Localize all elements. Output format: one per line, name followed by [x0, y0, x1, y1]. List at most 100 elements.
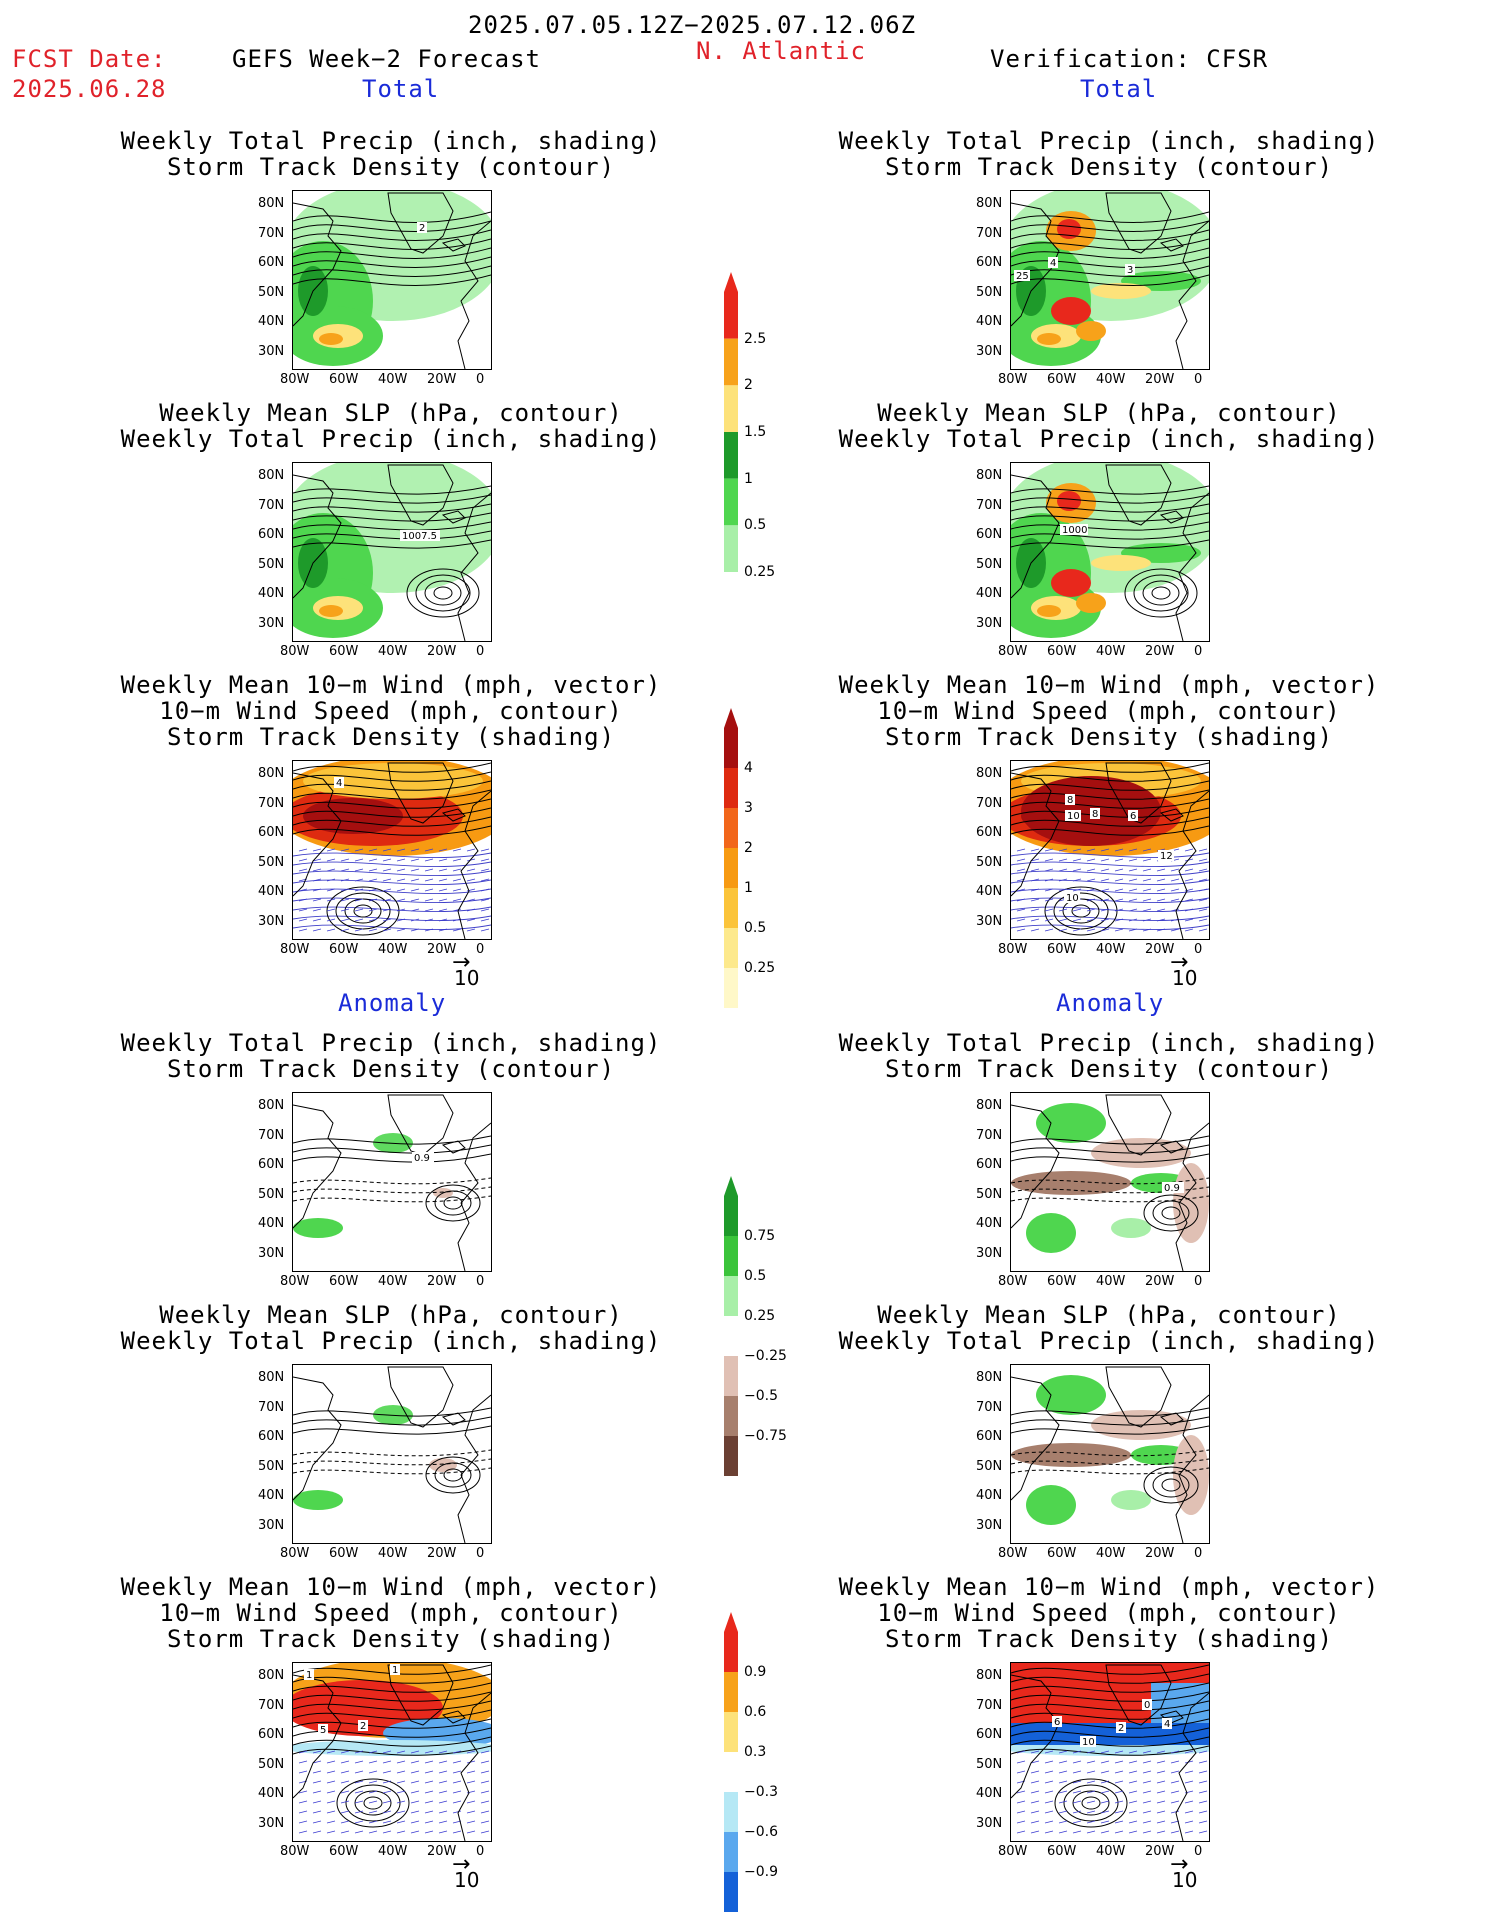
lon-tick-label: 60W — [329, 1844, 359, 1859]
map-plot: 0.9 — [293, 1094, 491, 1271]
lat-tick-label: 80N — [976, 1370, 1003, 1385]
map-plot: 3 4 25 — [1011, 191, 1209, 369]
map-panel: 6 10 2 0 4 — [1010, 1662, 1210, 1842]
lat-tick-label: 60N — [976, 255, 1003, 270]
contour-label: 8 — [1092, 809, 1098, 820]
lat-tick-label: 40N — [258, 314, 285, 329]
map-panel — [292, 1364, 492, 1544]
colorbar-label: −0.9 — [744, 1864, 778, 1880]
contour-label-bg — [1052, 1716, 1062, 1727]
lon-tick-label: 60W — [1047, 942, 1077, 957]
lon-tick-label: 0 — [476, 644, 485, 659]
map-panel — [1010, 1364, 1210, 1544]
colorbar-label: 1 — [744, 470, 753, 487]
lat-tick-label: 70N — [258, 1697, 285, 1713]
lon-tick-label: 80W — [998, 1274, 1028, 1289]
colorbar-label: 3 — [744, 800, 753, 816]
colorbar-segment — [724, 888, 738, 928]
lon-tick-label: 0 — [1194, 372, 1203, 387]
lon-tick-label: 20W — [1145, 644, 1175, 659]
colorbar-segment — [724, 478, 738, 526]
lat-tick-label: 80N — [976, 1098, 1003, 1113]
contour-label-bg — [1065, 794, 1075, 805]
colorbar-segment — [724, 968, 738, 1008]
lon-tick-label: 60W — [1047, 1546, 1077, 1561]
contour-label-bg — [304, 1669, 314, 1680]
lat-tick-label: 40N — [258, 1488, 285, 1503]
date-range-title: 2025.07.05.12Z−2025.07.12.06Z — [468, 11, 917, 39]
lon-tick-label: 0 — [1194, 1844, 1203, 1859]
lat-tick-label: 80N — [258, 766, 285, 781]
lat-tick-label: 70N — [976, 1399, 1003, 1415]
lon-tick-label: 40W — [378, 1546, 408, 1561]
colorbar-segment — [724, 728, 738, 768]
contour-label-bg — [1060, 524, 1088, 535]
lat-tick-label: 70N — [976, 795, 1003, 811]
contour-label: 10 — [1067, 811, 1080, 822]
lat-tick-label: 80N — [258, 196, 285, 211]
panel-title-line: Storm Track Density (shading) — [166, 1625, 616, 1653]
map-panel: 1000 — [1010, 462, 1210, 642]
verification-title: Verification: CFSR — [990, 45, 1269, 73]
lat-tick-label: 60N — [258, 1727, 285, 1742]
lon-tick-label: 40W — [378, 644, 408, 659]
lat-tick-label: 50N — [976, 854, 1003, 870]
lat-tick-label: 30N — [258, 343, 285, 359]
panel-title-line: Storm Track Density (contour) — [884, 1055, 1334, 1083]
contour-label: 1000 — [1062, 525, 1087, 536]
lon-tick-label: 20W — [1145, 942, 1175, 957]
lon-tick-label: 0 — [476, 1546, 485, 1561]
lon-tick-label: 0 — [476, 372, 485, 387]
map-plot: 8 10 8 6 12 10 — [1011, 761, 1209, 939]
contour-label: 4 — [1164, 1719, 1170, 1730]
colorbar-label: −0.6 — [744, 1824, 778, 1840]
lon-tick-label: 60W — [329, 1546, 359, 1561]
lat-tick-label: 80N — [976, 766, 1003, 781]
colorbar-label: 0.5 — [744, 1268, 767, 1284]
contour-label: 2 — [419, 223, 425, 234]
contour-label: 12 — [1160, 851, 1173, 862]
colorbar-label: 0.25 — [744, 564, 776, 580]
vector-arrow-icon: → — [452, 1852, 471, 1877]
colorbar-segment — [724, 1752, 738, 1792]
contour-label-bg — [318, 1724, 328, 1735]
map-plot: 2 — [293, 191, 491, 369]
lat-tick-label: 70N — [976, 1127, 1003, 1143]
lon-tick-label: 80W — [280, 1844, 310, 1859]
vector-reference-label: 10 — [454, 966, 480, 990]
map-panel: 0.9 — [292, 1092, 492, 1272]
lon-tick-label: 60W — [1047, 1844, 1077, 1859]
colorbar-label: 0.25 — [744, 960, 776, 976]
lat-tick-label: 60N — [976, 1429, 1003, 1444]
colorbar-segment — [724, 1832, 738, 1872]
lat-tick-label: 80N — [258, 468, 285, 483]
contour-label: 5 — [320, 1725, 326, 1736]
colorbar-label: 1.5 — [744, 424, 767, 440]
colorbar-segment — [724, 1632, 738, 1672]
contour-label: 6 — [1054, 1717, 1060, 1728]
lat-tick-label: 50N — [976, 284, 1003, 300]
lon-tick-label: 0 — [476, 1844, 485, 1859]
panel-title-line: Storm Track Density (contour) — [166, 153, 616, 181]
colorbar-label: 2.5 — [744, 330, 767, 347]
lon-tick-label: 0 — [476, 1274, 485, 1289]
colorbar-label: 1 — [744, 880, 753, 896]
colorbar-label: 0.5 — [744, 517, 767, 534]
contour-label: 1007.5 — [402, 531, 437, 542]
lon-tick-label: 40W — [1096, 1844, 1126, 1859]
panel-title-line: Weekly Total Precip (inch, shading) — [838, 425, 1380, 453]
map-plot — [293, 1366, 491, 1543]
vector-arrow-icon: → — [1170, 1852, 1189, 1877]
lon-tick-label: 20W — [427, 942, 457, 957]
lon-tick-label: 60W — [1047, 1274, 1077, 1289]
colorbar-label: 2 — [744, 377, 753, 394]
colorbar-segment — [724, 432, 738, 479]
map-panel: 8 10 8 6 12 10 — [1010, 760, 1210, 940]
lon-tick-label: 60W — [1047, 644, 1077, 659]
contour-label-bg — [1064, 892, 1080, 903]
colorbar-segment — [724, 848, 738, 888]
vector-reference-label: 10 — [1172, 966, 1198, 990]
lat-tick-label: 30N — [258, 615, 285, 631]
colorbar-label: 2 — [744, 840, 753, 856]
map-plot: 1007.5 — [293, 463, 491, 641]
